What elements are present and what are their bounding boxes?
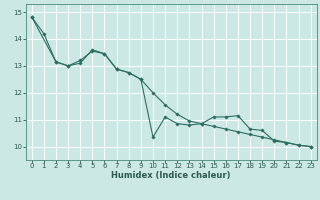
X-axis label: Humidex (Indice chaleur): Humidex (Indice chaleur) — [111, 171, 231, 180]
